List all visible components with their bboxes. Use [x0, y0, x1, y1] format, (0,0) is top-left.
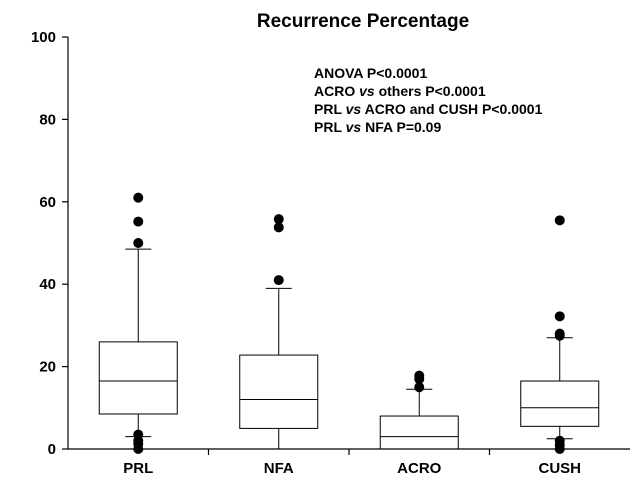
- annotation-segment: ANOVA P<0.0001: [314, 65, 427, 81]
- box-iqr: [98, 341, 178, 415]
- y-tick-label: 80: [39, 111, 56, 128]
- box-cush: [520, 215, 600, 454]
- outlier-point: [133, 444, 144, 454]
- outlier-point: [554, 311, 565, 322]
- box-iqr: [239, 354, 319, 429]
- outlier-point: [273, 222, 284, 233]
- outlier-point: [414, 373, 425, 384]
- y-tick-label: 40: [39, 276, 56, 293]
- outlier-point: [273, 214, 284, 225]
- outlier-point: [133, 238, 144, 248]
- x-tick-label: CUSH: [538, 460, 581, 477]
- annotation-segment: vs: [359, 83, 375, 99]
- y-tick-label: 0: [48, 441, 56, 458]
- x-tick-label: PRL: [123, 460, 153, 477]
- stats-annotation-line: ANOVA P<0.0001: [314, 65, 427, 81]
- annotations: ANOVA P<0.0001 ACRO vs others P<0.0001 PRL…: [314, 65, 543, 135]
- chart-title: Recurrence Percentage: [257, 11, 469, 32]
- annotation-segment: PRL: [314, 119, 346, 135]
- box-prl: [98, 192, 178, 454]
- annotation-segment: vs: [346, 101, 362, 117]
- y-tick-label: 60: [39, 194, 56, 211]
- outlier-point: [554, 330, 565, 341]
- outlier-point: [554, 215, 565, 226]
- box-nfa: [239, 214, 319, 450]
- stats-annotation-line: PRL vs NFA P=0.09: [314, 119, 441, 135]
- axes: 0 20 40 60 80 100 PRL NFA ACRO CUSH: [31, 29, 630, 477]
- y-tick-label: 20: [39, 359, 56, 376]
- outlier-point: [414, 382, 425, 393]
- annotation-segment: vs: [346, 119, 362, 135]
- annotation-segment: ACRO: [314, 83, 359, 99]
- stats-annotation-line: ACRO vs others P<0.0001: [314, 83, 486, 99]
- annotation-segment: ACRO and CUSH P<0.0001: [361, 101, 542, 117]
- annotation-segment: PRL: [314, 101, 346, 117]
- x-tick-label: ACRO: [397, 460, 441, 477]
- outlier-point: [273, 275, 284, 286]
- annotation-segment: NFA P=0.09: [361, 119, 441, 135]
- y-tick-label: 100: [31, 29, 56, 46]
- x-tick-label: NFA: [264, 460, 294, 477]
- box-acro: [379, 370, 459, 450]
- stats-annotation-line: PRL vs ACRO and CUSH P<0.0001: [314, 101, 543, 117]
- outlier-point: [554, 444, 565, 454]
- outlier-point: [133, 216, 144, 227]
- box-iqr: [520, 380, 600, 427]
- boxes: [98, 192, 600, 454]
- annotation-segment: others P<0.0001: [375, 83, 486, 99]
- outlier-point: [133, 192, 144, 203]
- box-iqr: [379, 415, 459, 450]
